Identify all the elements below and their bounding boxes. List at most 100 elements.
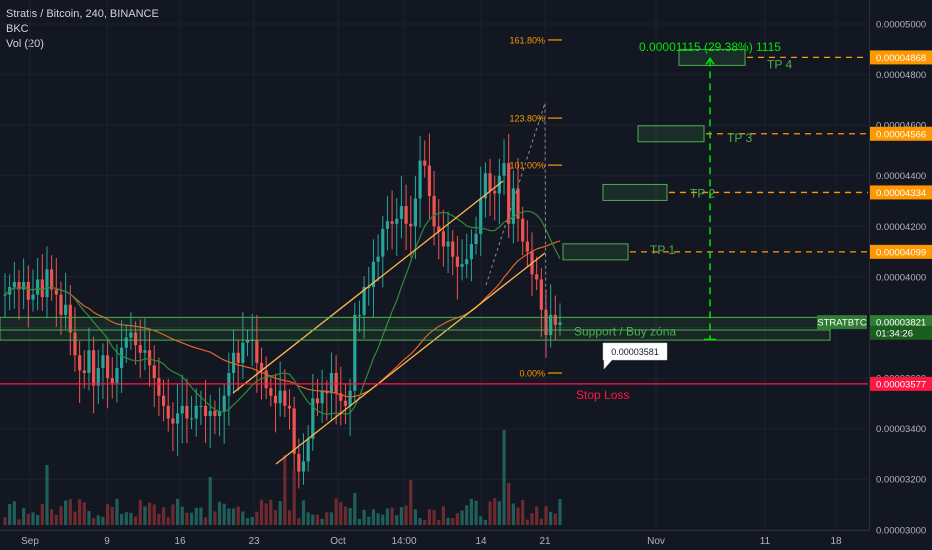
volume-bar: [334, 498, 338, 525]
candle-body: [507, 163, 511, 224]
candle-body: [255, 340, 259, 363]
candle-body: [54, 289, 58, 295]
volume-bar: [455, 513, 459, 525]
volume-bar: [222, 503, 226, 525]
candle-body: [175, 413, 180, 424]
candle-body: [92, 350, 96, 386]
volume-bar: [8, 503, 12, 525]
volume-bar: [549, 511, 553, 525]
volume-bar: [409, 480, 413, 525]
candle-body: [334, 372, 338, 394]
volume-bar: [292, 470, 296, 525]
volume-bar: [315, 514, 320, 525]
candle-body: [96, 367, 100, 386]
candle-body: [367, 287, 371, 289]
volume-bar: [166, 517, 170, 525]
volume-bar: [348, 508, 352, 525]
candle-body: [110, 378, 114, 384]
channel-upper-line: [232, 180, 504, 394]
candle-body: [348, 390, 352, 406]
candle-body: [106, 355, 110, 379]
volume-bar: [110, 507, 114, 525]
volume-bar: [92, 518, 96, 525]
candle-body: [222, 395, 226, 411]
volume-bar: [306, 512, 310, 525]
candle-body: [138, 345, 142, 353]
chart-symbol-title: Stratis / Bitcoin, 240, BINANCE: [6, 8, 159, 20]
volume-bar: [185, 512, 189, 525]
volume-bar: [465, 505, 469, 525]
volume-bar: [119, 513, 124, 525]
x-axis-tick-label: 9: [104, 536, 110, 547]
candle-body: [385, 221, 390, 229]
candle-body: [488, 173, 492, 191]
candle-body: [553, 314, 557, 325]
candle-body: [297, 453, 301, 472]
volume-bar: [278, 500, 282, 525]
tp-box-4: [678, 48, 746, 66]
volume-bar: [101, 517, 105, 525]
measure-label: 0.00001115 (29.38%) 1115: [639, 40, 781, 54]
volume-bar: [115, 498, 119, 525]
y-axis-tick-label: 0.00004800: [876, 70, 926, 81]
y-axis-tick-label: 0.00003400: [876, 424, 926, 435]
volume-bar: [203, 517, 208, 525]
candle-body: [119, 347, 124, 368]
candle-body: [343, 400, 348, 406]
candle-body: [301, 461, 306, 472]
volume-bar: [427, 509, 432, 525]
candle-body: [31, 294, 35, 300]
support-zone: [0, 316, 831, 341]
volume-bar: [189, 512, 194, 525]
price-label-box: [870, 315, 932, 330]
candle-body: [166, 405, 170, 419]
volume-bar: [432, 509, 436, 525]
price-label-text: 0.00004334: [876, 188, 926, 199]
volume-bar: [362, 509, 366, 525]
price-label-text: 0.00004099: [876, 247, 926, 258]
symbol-tag-label: STRATBTC: [817, 318, 867, 329]
volume-bar: [227, 508, 231, 525]
price-label-box: [870, 325, 932, 340]
candle-body: [399, 206, 404, 219]
volume-bar: [287, 510, 292, 525]
candle-body: [320, 390, 324, 404]
candle-body: [525, 241, 529, 252]
candle-body: [278, 390, 282, 404]
volume-bar: [152, 504, 156, 525]
fib-level-label: 0.00%: [519, 368, 545, 378]
volume-bar: [129, 512, 133, 525]
volume-bar: [535, 506, 539, 525]
candle-body: [236, 352, 240, 363]
volume-bar: [371, 509, 376, 525]
price-label-text: 01:34:26: [876, 328, 913, 339]
candle-body: [465, 259, 469, 265]
candle-body: [409, 223, 413, 227]
candle-body: [143, 350, 147, 353]
candle-body: [306, 438, 310, 462]
candle-body: [152, 365, 156, 379]
volume-bar: [385, 508, 390, 525]
candle-body: [189, 418, 194, 420]
volume-bar: [241, 511, 245, 525]
y-axis-tick-label: 0.00004000: [876, 272, 926, 283]
candle-body: [241, 342, 245, 363]
candle-body: [287, 405, 292, 409]
price-label-text: 0.00003821: [876, 318, 926, 329]
y-axis-tick-label: 0.00004600: [876, 121, 926, 132]
price-axis: [870, 0, 932, 550]
volume-bar: [208, 477, 212, 525]
volume-bar: [446, 517, 450, 525]
volume-bar: [493, 498, 497, 525]
fib-level-label: 123.80%: [509, 114, 545, 124]
indicator-bkc-label: BKC: [6, 23, 29, 35]
candle-body: [315, 398, 320, 404]
candle-body: [441, 231, 446, 247]
tp-box-3: [637, 125, 705, 143]
price-label-text: 0.00004868: [876, 53, 926, 64]
volume-bar: [124, 512, 128, 525]
candle-body: [479, 198, 483, 234]
volume-bar: [50, 509, 54, 525]
volume-bar: [147, 502, 152, 525]
